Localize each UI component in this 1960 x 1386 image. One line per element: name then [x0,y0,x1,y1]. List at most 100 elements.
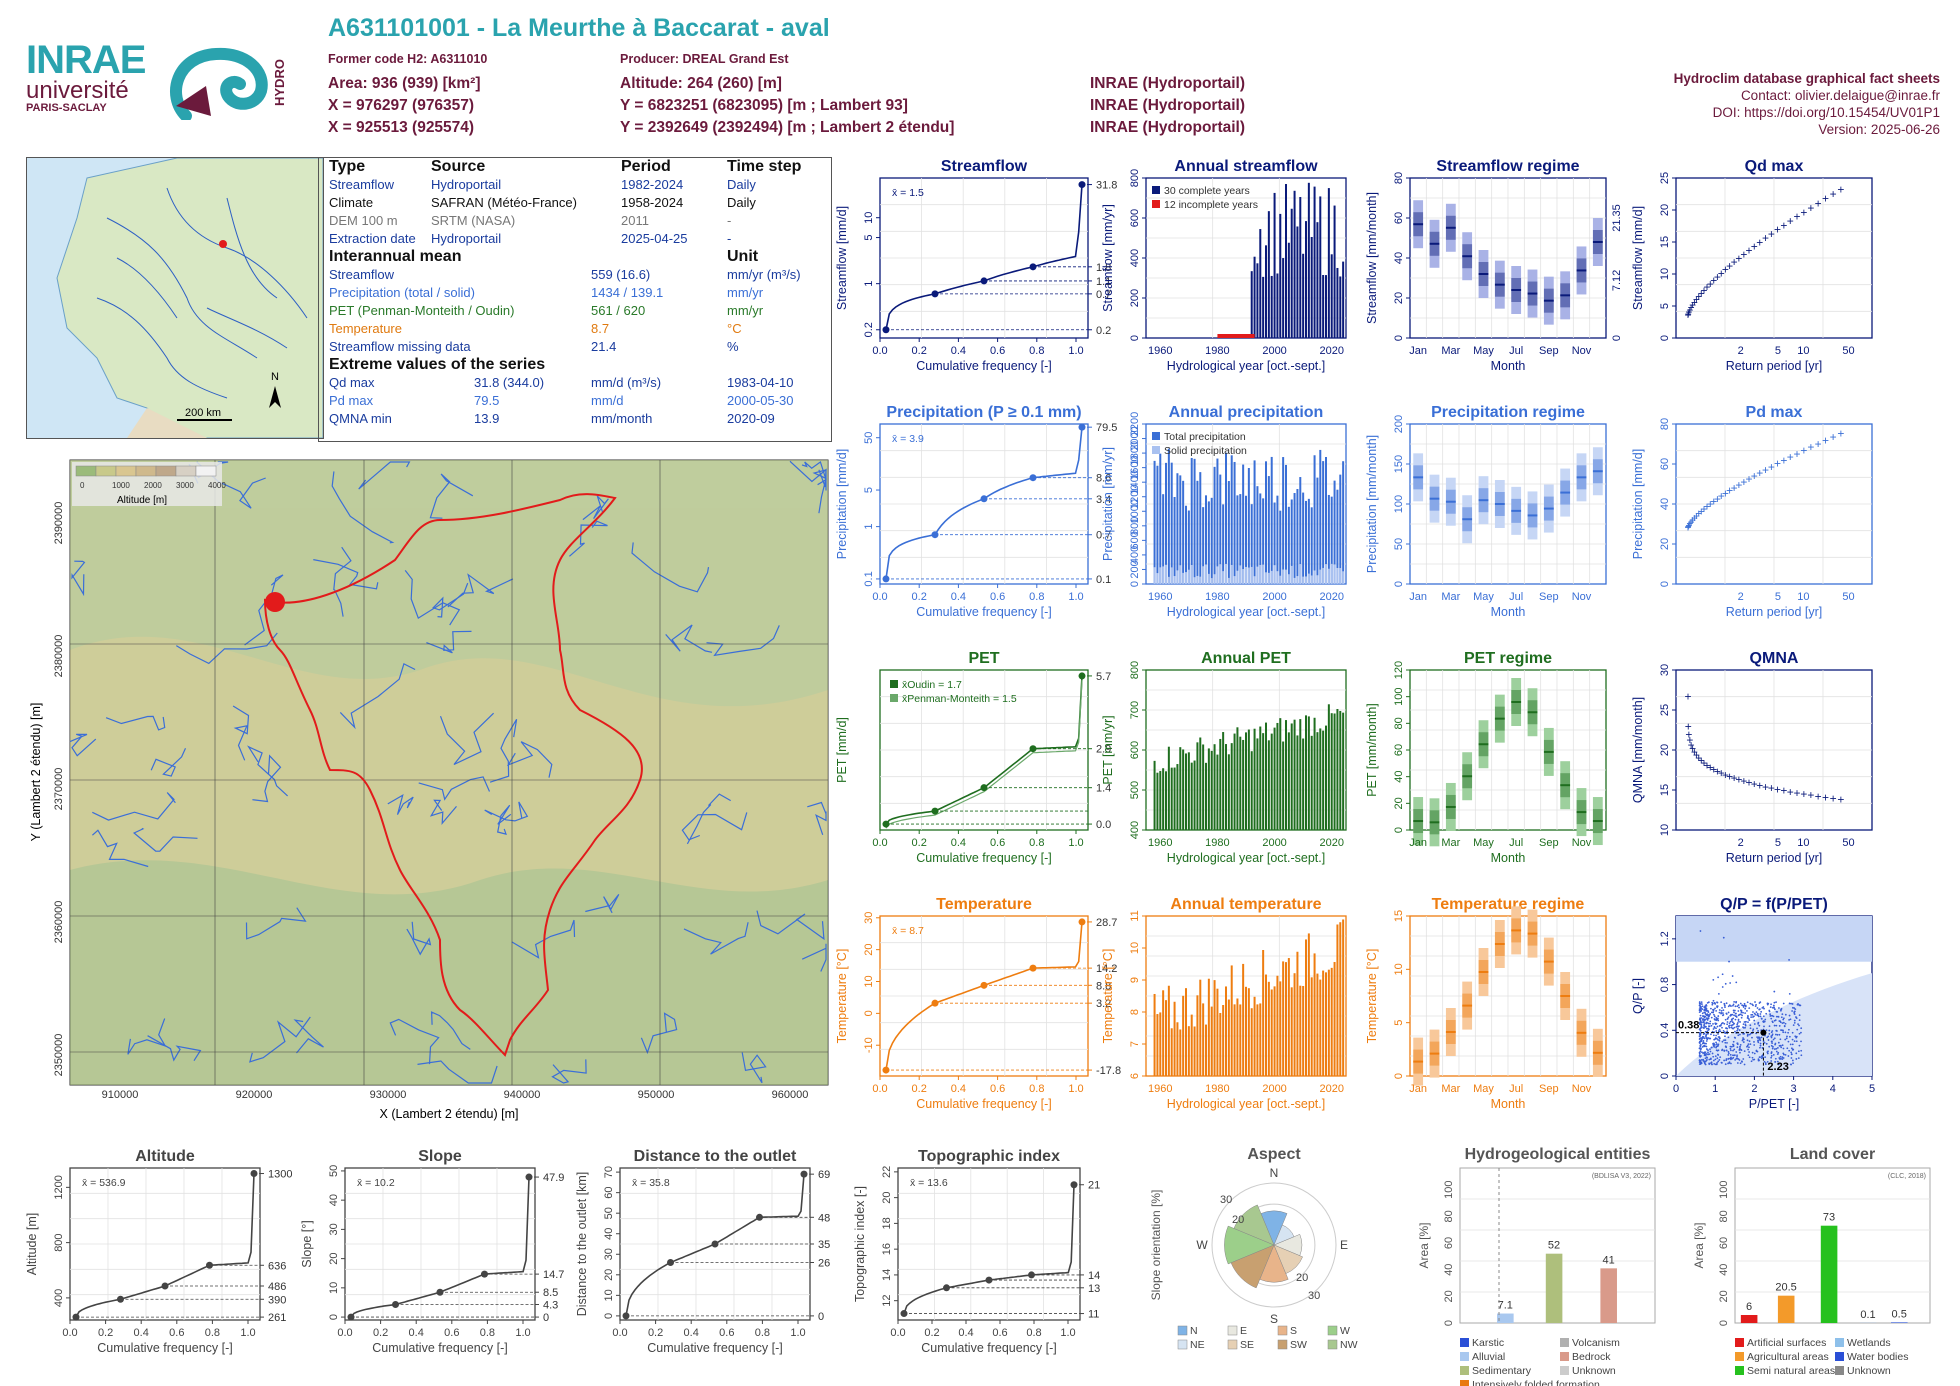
daily-point [1715,1016,1718,1019]
daily-point [1782,1031,1785,1034]
rp-point: + [1815,196,1822,210]
quantile-point [206,1261,213,1269]
solid-bar [1273,565,1276,584]
year-bar [1322,730,1325,830]
y-tick-label: 25 [1659,172,1671,184]
daily-point [1732,1043,1734,1046]
cdf-curve-2 [885,679,1083,829]
year-bar [1159,771,1162,830]
y-tick-label: 200 [1393,415,1405,433]
solid-bar [1327,568,1330,584]
river [333,546,352,617]
mean-labels: Streamflow Precipitation (total / solid)… [329,266,514,356]
solid-bar [1176,570,1179,584]
x-tick-label: 1980 [1205,1083,1229,1095]
rose-wedge [1233,1204,1275,1246]
year-bar [1205,1024,1207,1076]
daily-point [1731,1057,1733,1060]
year-bar [1333,205,1336,338]
x-axis-label: Cumulative frequency [-] [916,605,1051,619]
year-bar [1276,722,1279,830]
y-tick-label: 1800 [1129,441,1141,465]
year-bar [1336,267,1339,338]
y-tick-label: 20 [1393,797,1405,809]
rp-point: + [1800,205,1807,219]
scale-label: 200 km [185,407,221,419]
daily-point [1709,1020,1712,1023]
rp-point: + [1731,255,1738,269]
river [417,1060,498,1084]
extreme-units: mm/d (m³/s) mm/d mm/month [591,374,661,428]
extreme-date: 2000-05-30 [727,393,794,408]
mini-map-svg: 200 km N [56,158,323,438]
step-rows: Daily Daily - - [727,176,756,248]
daily-point [1797,1002,1799,1005]
x-tick-label: 0.0 [872,1083,887,1095]
daily-point [1722,936,1725,939]
daily-point [1798,1024,1800,1027]
y-axis-label: Area [%] [1417,1222,1431,1268]
mean-label: x̄ = 8.7 [892,925,924,937]
year-bar [1265,722,1267,830]
solid-bar [1205,564,1207,584]
right-tick-label: 0 [818,1311,824,1323]
x-tick-label: 0.6 [990,837,1005,849]
daily-point [1730,1049,1732,1052]
right-tick-label: 0 [1611,335,1623,341]
direction-label: N [1270,1166,1279,1180]
daily-point [1746,1033,1749,1036]
daily-point [1712,1008,1715,1011]
year-bar [1287,958,1290,1076]
daily-point [1699,1003,1702,1005]
x-tick-label: 0.4 [951,837,966,849]
daily-point [1738,1029,1741,1031]
legend-swatch [1735,1352,1744,1361]
daily-point [1698,1051,1701,1054]
y-tick-label: 0.1 [863,571,875,586]
year-bar [1170,1028,1173,1076]
river [293,1019,324,1054]
solid-bar [1179,565,1182,584]
year-bar [1339,276,1342,338]
solid-bar [1256,566,1259,584]
daily-point [1736,1054,1738,1057]
daily-point [1725,1058,1728,1060]
daily-point [1705,1036,1708,1039]
year-bar [1302,985,1305,1076]
map-xtick: 960000 [772,1089,809,1101]
daily-point [1771,1033,1774,1036]
daily-point [1699,1032,1702,1035]
y-axis-label: Precipitation [mm/month] [1365,435,1379,573]
chart-title: Annual streamflow [1174,158,1318,175]
daily-point [1753,1023,1756,1025]
y-axis-label: Altitude [m] [25,1213,39,1276]
solid-bar [1305,576,1307,584]
right-tick-label: 21.35 [1611,204,1623,232]
extreme-value: 13.9 [474,411,500,426]
rose-ring [1211,1182,1337,1308]
rp-point: + [1774,457,1781,471]
rp-point: + [1731,481,1738,495]
daily-point [1709,1037,1712,1040]
quantile-point [882,575,890,583]
solid-bar [1162,566,1165,584]
year-bar [1299,985,1302,1076]
rose-wedge [1273,1224,1295,1246]
daily-point [1714,1055,1717,1058]
daily-point [1726,1018,1729,1020]
legend-swatch [1327,1325,1338,1336]
solid-bar [1325,564,1327,584]
daily-point [1722,1009,1725,1012]
daily-point [1706,1056,1709,1059]
daily-point [1737,1004,1740,1006]
y-tick-label: 0 [1129,335,1141,341]
daily-point [1730,1062,1732,1065]
right-tick-label: 8.8 [1096,980,1111,992]
x-axis-label: Hydrological year [oct.-sept.] [1167,605,1325,619]
catchment-boundary [263,493,643,1057]
daily-point [1715,1030,1718,1032]
x-tick-label: 1 [1712,1083,1718,1095]
